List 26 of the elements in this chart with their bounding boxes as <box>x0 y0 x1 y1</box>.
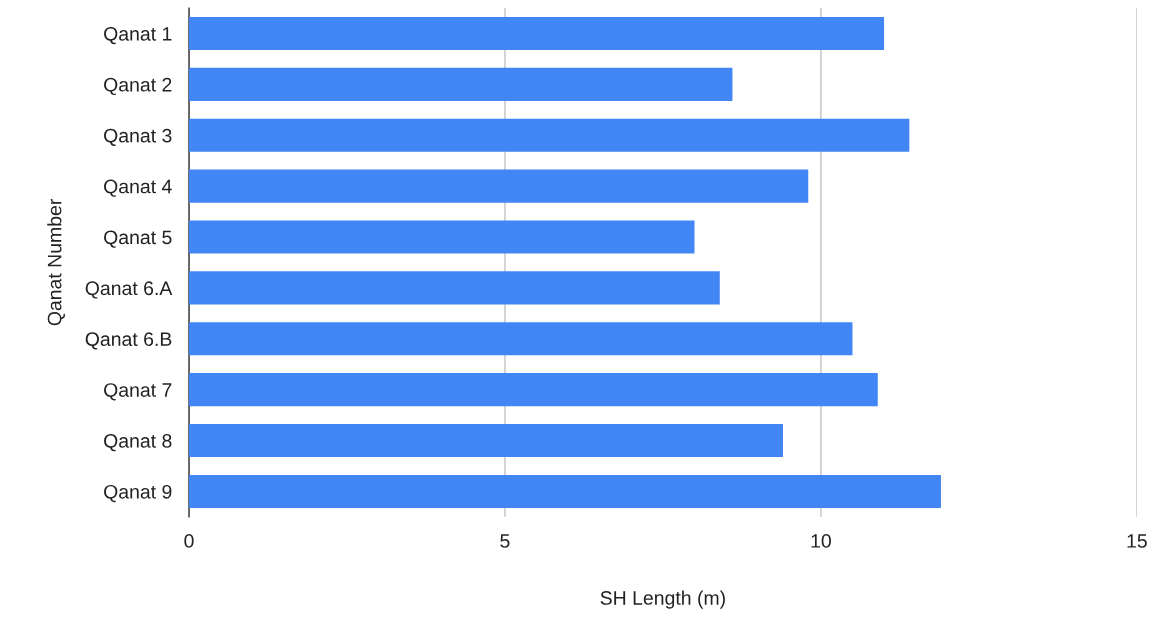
y-tick-label: Qanat 3 <box>104 128 172 146</box>
bar <box>188 67 733 101</box>
bar <box>188 169 809 203</box>
y-tick-label: Qanat 1 <box>104 26 172 45</box>
x-tick-label: 0 <box>184 534 194 548</box>
y-tick-label: Qanat 9 <box>104 484 172 503</box>
y-tick-label: Qanat 7 <box>104 383 172 401</box>
y-tick-label: Qanat 6.A <box>85 281 173 299</box>
bar <box>188 220 695 254</box>
y-axis-title: Qanat Number <box>47 199 65 326</box>
x-tick-label: 10 <box>811 534 831 548</box>
y-tick-label: Qanat 6.B <box>85 332 172 350</box>
bar <box>188 118 910 152</box>
bar <box>188 474 941 508</box>
y-tick-label: Qanat 5 <box>104 230 172 248</box>
bar <box>188 271 720 305</box>
x-tick-label: 5 <box>500 534 510 548</box>
bar <box>188 322 853 356</box>
y-tick-label: Qanat 8 <box>104 434 172 452</box>
y-tick-label: Qanat 4 <box>104 179 172 197</box>
bar <box>188 16 885 51</box>
x-tick-label: 15 <box>1127 534 1147 548</box>
x-axis-title: SH Length (m) <box>600 590 725 609</box>
bar <box>188 424 783 458</box>
y-tick-label: Qanat 2 <box>104 77 172 96</box>
bar <box>188 373 878 407</box>
